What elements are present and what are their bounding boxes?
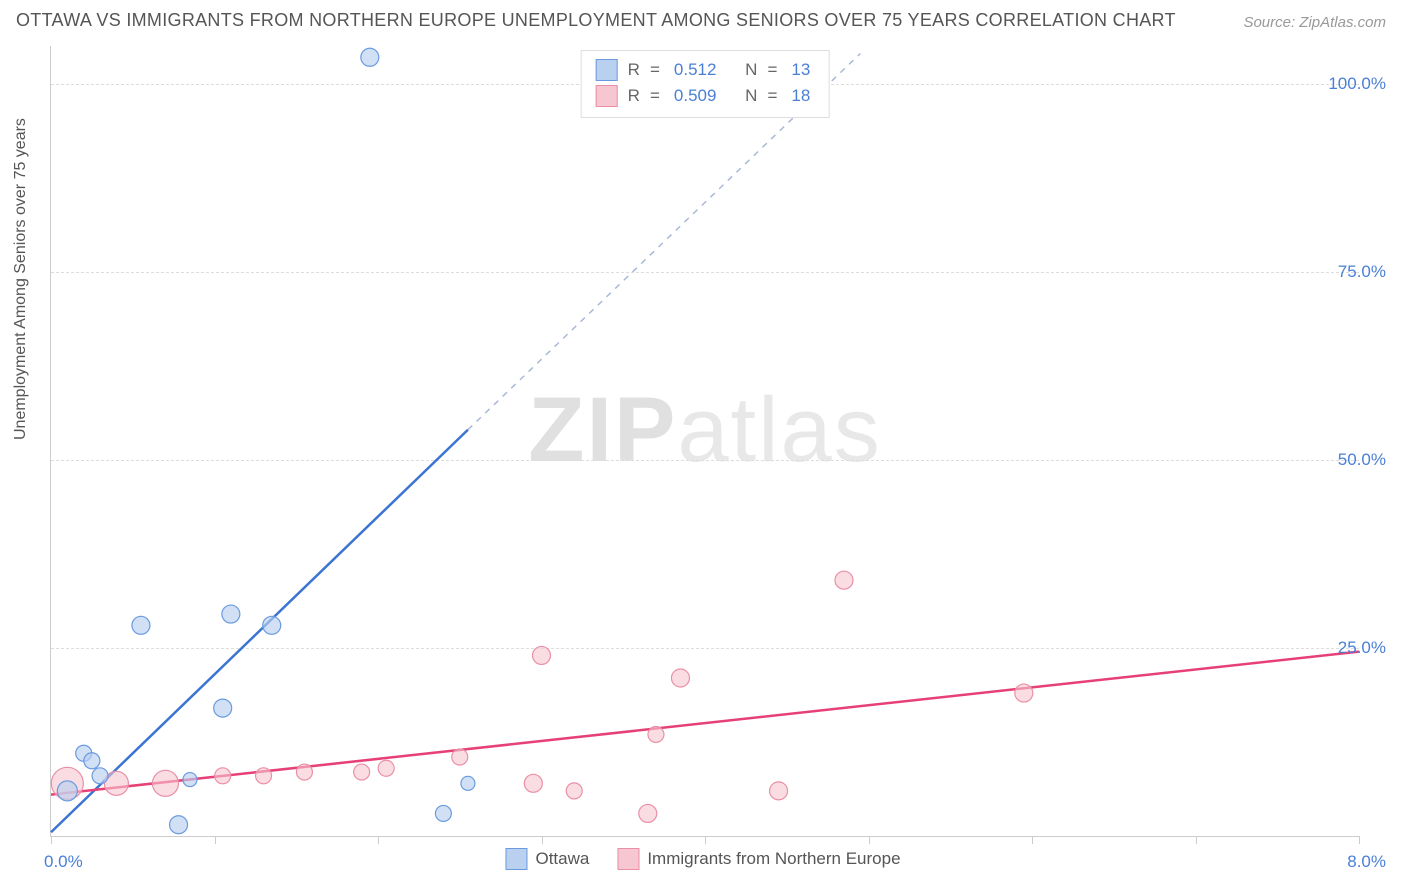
y-tick-label: 25.0% bbox=[1338, 638, 1386, 658]
y-tick-label: 75.0% bbox=[1338, 262, 1386, 282]
scatter-point bbox=[452, 749, 468, 765]
scatter-point bbox=[835, 571, 853, 589]
legend-r-value-blue: 0.512 bbox=[674, 57, 717, 83]
legend-row-pink: R = 0.509 N = 18 bbox=[596, 83, 815, 109]
scatter-point bbox=[256, 768, 272, 784]
correlation-legend: R = 0.512 N = 13 R = 0.509 N = 18 bbox=[581, 50, 830, 118]
scatter-point bbox=[378, 760, 394, 776]
scatter-point bbox=[222, 605, 240, 623]
scatter-point bbox=[566, 783, 582, 799]
legend-n-label: N bbox=[745, 57, 757, 83]
scatter-point bbox=[183, 773, 197, 787]
source-label: Source: ZipAtlas.com bbox=[1243, 14, 1386, 31]
scatter-point bbox=[132, 616, 150, 634]
x-axis-max-label: 8.0% bbox=[1347, 852, 1386, 872]
scatter-point bbox=[770, 782, 788, 800]
legend-r-label: R bbox=[628, 83, 640, 109]
legend-row-blue: R = 0.512 N = 13 bbox=[596, 57, 815, 83]
legend-n-label: N bbox=[745, 83, 757, 109]
legend-swatch-blue bbox=[596, 59, 618, 81]
scatter-point bbox=[152, 770, 178, 796]
legend-item-blue: Ottawa bbox=[505, 848, 589, 870]
legend-n-value-blue: 13 bbox=[791, 57, 810, 83]
scatter-point bbox=[524, 774, 542, 792]
plot-area: ZIPatlas R = 0.512 N = 13 R = 0.509 N = … bbox=[50, 46, 1359, 837]
scatter-point bbox=[215, 768, 231, 784]
series-legend: Ottawa Immigrants from Northern Europe bbox=[505, 848, 900, 870]
chart-title: OTTAWA VS IMMIGRANTS FROM NORTHERN EUROP… bbox=[16, 10, 1176, 31]
scatter-point bbox=[648, 726, 664, 742]
legend-eq: = bbox=[650, 83, 660, 109]
scatter-point bbox=[1015, 684, 1033, 702]
scatter-point bbox=[435, 805, 451, 821]
scatter-point bbox=[354, 764, 370, 780]
scatter-point bbox=[461, 776, 475, 790]
legend-swatch-pink bbox=[617, 848, 639, 870]
scatter-point bbox=[263, 616, 281, 634]
legend-label-pink: Immigrants from Northern Europe bbox=[647, 849, 900, 869]
legend-label-blue: Ottawa bbox=[535, 849, 589, 869]
y-tick-label: 100.0% bbox=[1328, 74, 1386, 94]
scatter-point bbox=[57, 781, 77, 801]
scatter-points-layer bbox=[51, 46, 1359, 836]
x-axis-min-label: 0.0% bbox=[44, 852, 83, 872]
scatter-point bbox=[671, 669, 689, 687]
scatter-point bbox=[639, 804, 657, 822]
scatter-point bbox=[170, 816, 188, 834]
scatter-point bbox=[84, 753, 100, 769]
scatter-point bbox=[296, 764, 312, 780]
y-axis-title: Unemployment Among Seniors over 75 years bbox=[12, 118, 30, 440]
legend-r-label: R bbox=[628, 57, 640, 83]
legend-item-pink: Immigrants from Northern Europe bbox=[617, 848, 900, 870]
legend-r-value-pink: 0.509 bbox=[674, 83, 717, 109]
legend-n-value-pink: 18 bbox=[791, 83, 810, 109]
y-tick-label: 50.0% bbox=[1338, 450, 1386, 470]
legend-swatch-pink bbox=[596, 85, 618, 107]
scatter-point bbox=[533, 646, 551, 664]
legend-eq: = bbox=[650, 57, 660, 83]
legend-eq: = bbox=[767, 57, 777, 83]
scatter-point bbox=[92, 768, 108, 784]
legend-eq: = bbox=[767, 83, 777, 109]
legend-swatch-blue bbox=[505, 848, 527, 870]
scatter-point bbox=[361, 48, 379, 66]
scatter-point bbox=[214, 699, 232, 717]
